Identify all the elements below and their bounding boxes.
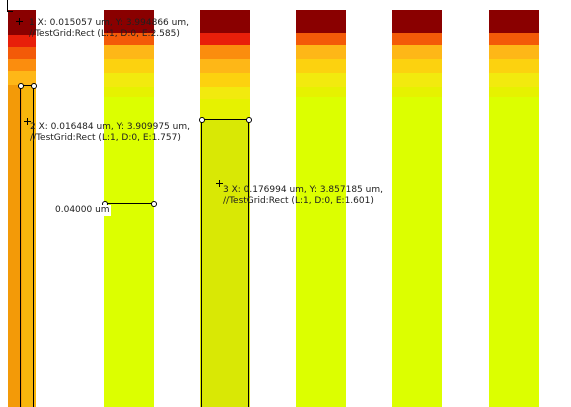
column-1-core (8, 85, 22, 407)
column-6-cap (489, 10, 539, 33)
column-2-band-3 (104, 59, 154, 73)
column-4-cap (296, 10, 346, 33)
column-4-band-2 (296, 45, 346, 59)
column-5-body (392, 97, 442, 407)
column-3-band-4 (200, 73, 250, 87)
column-1-core-right (22, 85, 36, 407)
column-3-band-3 (200, 59, 250, 73)
column-4-band-5 (296, 87, 346, 97)
column-1-selection-left (20, 85, 21, 407)
column-6-band-4 (489, 73, 539, 87)
origin-tick-horizontal (7, 11, 13, 12)
column-2-band-5 (104, 87, 154, 97)
grid-column-3[interactable] (200, 10, 250, 407)
column-2-band-2 (104, 45, 154, 59)
column-1-band-orange (8, 59, 36, 71)
column-3-band-2 (200, 45, 250, 59)
column-2-band-1 (104, 33, 154, 45)
grid-column-6[interactable] (489, 10, 539, 407)
column-3-band-1 (200, 33, 250, 45)
probe-2-crosshair-icon[interactable] (24, 118, 31, 125)
column-2-cap (104, 10, 154, 33)
column-1-band-amber (8, 71, 36, 85)
column-1-selection-top (20, 85, 34, 86)
column-1-selection-right (33, 85, 34, 407)
column-6-band-2 (489, 45, 539, 59)
probe-1-crosshair-icon[interactable] (16, 18, 23, 25)
ruler-line (105, 203, 153, 204)
column-5-cap (392, 10, 442, 33)
grid-column-1[interactable] (8, 10, 36, 407)
column-4-body (296, 97, 346, 407)
origin-tick-vertical (7, 0, 8, 12)
column-2-band-4 (104, 73, 154, 87)
probe-2-label: 2 X: 0.016484 um, Y: 3.909975 um, //Test… (30, 122, 190, 144)
column-1-cap (8, 10, 36, 35)
column-5-band-3 (392, 59, 442, 73)
probe-2-line-2: //TestGrid:Rect (L:1, D:0, E:1.757) (30, 133, 181, 143)
column-3-band-6 (200, 99, 250, 119)
column-6-band-1 (489, 33, 539, 45)
column-1-selection-handle-right[interactable] (31, 83, 37, 89)
column-1-band-red (8, 35, 36, 47)
column-4-band-4 (296, 73, 346, 87)
column-3-selection-right (248, 119, 249, 407)
probe-1-line-1: 1 X: 0.015057 um, Y: 3.994866 um, (29, 18, 189, 28)
column-5-band-2 (392, 45, 442, 59)
column-5-band-5 (392, 87, 442, 97)
column-3-cap (200, 10, 250, 33)
column-3-selection-handle-right[interactable] (246, 117, 252, 123)
ruler-handle-right[interactable] (151, 201, 157, 207)
column-5-band-1 (392, 33, 442, 45)
probe-3-line-1: 3 X: 0.176994 um, Y: 3.857185 um, (223, 185, 383, 195)
column-1-selection-handle-left[interactable] (18, 83, 24, 89)
grid-column-4[interactable] (296, 10, 346, 407)
column-4-band-3 (296, 59, 346, 73)
probe-3-line-2: //TestGrid:Rect (L:1, D:0, E:1.601) (223, 196, 374, 206)
probe-2-line-1: 2 X: 0.016484 um, Y: 3.909975 um, (30, 122, 190, 132)
probe-1-label: 1 X: 0.015057 um, Y: 3.994866 um, //Test… (29, 18, 189, 40)
column-2-body (104, 97, 154, 407)
column-3-body (200, 119, 250, 407)
column-3-selection-handle-left[interactable] (199, 117, 205, 123)
column-3-selection-left (201, 119, 202, 407)
grid-column-5[interactable] (392, 10, 442, 407)
ruler-label: 0.04000 um (54, 205, 111, 216)
column-6-band-5 (489, 87, 539, 97)
probe-3-crosshair-icon[interactable] (216, 180, 223, 187)
column-3-band-5 (200, 87, 250, 99)
column-5-band-4 (392, 73, 442, 87)
column-6-band-3 (489, 59, 539, 73)
column-1-band-orange-red (8, 47, 36, 59)
column-6-body (489, 97, 539, 407)
column-3-selection-top (201, 119, 249, 120)
probe-1-line-2: //TestGrid:Rect (L:1, D:0, E:2.585) (29, 29, 180, 39)
grid-column-2[interactable] (104, 10, 154, 407)
column-4-band-1 (296, 33, 346, 45)
probe-3-label: 3 X: 0.176994 um, Y: 3.857185 um, //Test… (223, 185, 383, 207)
